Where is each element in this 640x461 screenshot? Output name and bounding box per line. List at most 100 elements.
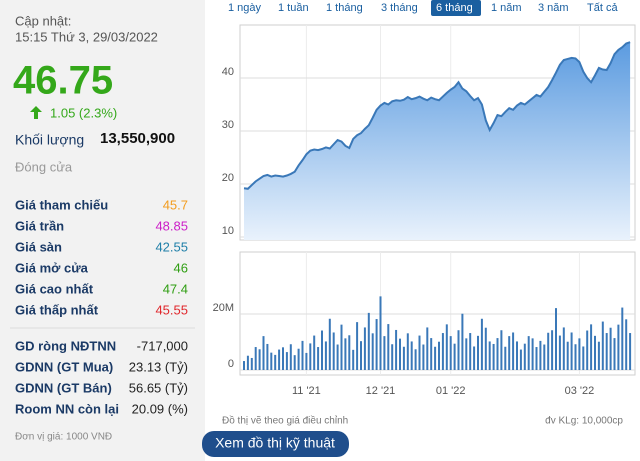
volume-bar (363, 327, 366, 370)
volume-bar (535, 347, 538, 370)
volume-bar (558, 335, 561, 370)
active-tab (431, 0, 481, 16)
volume-bar (504, 346, 507, 370)
volume-bar (258, 349, 261, 370)
volume-bar (578, 338, 581, 370)
volume-bar (562, 327, 565, 370)
volume-bar (387, 324, 390, 370)
range-tab[interactable]: 3 năm (538, 2, 569, 14)
volume-bar (399, 338, 401, 370)
volume-bar (270, 352, 273, 370)
volume-bar (586, 330, 589, 370)
volume-bar (289, 344, 292, 370)
volume-bar (352, 349, 355, 370)
volume-bar (344, 338, 347, 370)
volume-bar (484, 327, 487, 370)
volume-bar (496, 338, 499, 370)
stat-value: 46 (174, 260, 188, 275)
volume-bar (293, 355, 296, 370)
price: 46.75 (13, 59, 113, 103)
y-tick-label: 40 (222, 66, 234, 78)
volume-bar (278, 349, 281, 370)
volume-bar (566, 341, 569, 370)
x-tick-label: 12 '21 (366, 385, 396, 397)
volume-bar (601, 321, 604, 370)
volume-bar (348, 335, 351, 370)
volume-bar (371, 333, 374, 370)
unit-note: Đơn vị giá: 1000 VNĐ (15, 432, 112, 443)
range-tab[interactable]: 1 tuần (278, 2, 309, 14)
volume-bar (379, 296, 382, 370)
volume-bar (582, 346, 585, 370)
range-tab[interactable]: 1 ngày (228, 2, 262, 14)
chart-button[interactable] (202, 431, 349, 457)
volume-bar (309, 343, 312, 370)
volume-bar (531, 338, 534, 370)
foreign-value: 56.65 (Tỷ) (129, 380, 188, 395)
stat-label: Giá mở cửa (15, 260, 89, 275)
volume-bar (254, 347, 257, 370)
foreign-value: 20.09 (%) (132, 401, 188, 416)
volume-bar (356, 322, 359, 370)
volume-bar (500, 330, 503, 370)
foreign-value: -717,000 (137, 338, 188, 353)
volume-bar (449, 336, 452, 370)
range-tab[interactable]: Tất cả (587, 2, 618, 14)
stat-label: Giá cao nhất (15, 281, 94, 296)
volume-bar (480, 318, 483, 370)
updated-label: Cập nhật: (15, 13, 71, 28)
chart-button-label[interactable]: Xem đồ thị kỹ thuật (215, 435, 335, 451)
volume-bar (574, 344, 577, 370)
stat-value: 45.7 (163, 197, 188, 212)
range-tab[interactable]: 1 tháng (326, 2, 363, 14)
volume-bar (469, 333, 472, 370)
volume-bar (523, 343, 526, 370)
volume-bar (246, 355, 249, 370)
volume-value: 13,550,900 (100, 130, 175, 147)
volume-bar (629, 333, 632, 370)
foreign-label: GDNN (GT Mua) (15, 359, 113, 374)
stat-label: Giá trần (15, 218, 64, 233)
x-tick-label: 01 '22 (436, 385, 466, 397)
volume-bar (430, 338, 433, 370)
volume-bar (301, 340, 304, 370)
volume-bar (262, 336, 265, 370)
volume-bar (453, 343, 456, 370)
volume-bar (324, 341, 327, 370)
x-tick-label: 03 '22 (565, 385, 595, 397)
volume-bar (438, 341, 440, 370)
volume-bar (375, 319, 378, 370)
volume-bar (492, 343, 495, 370)
stat-value: 47.4 (163, 281, 188, 296)
range-tab[interactable]: 1 năm (491, 2, 522, 14)
stat-value: 48.85 (155, 218, 188, 233)
y-tick-label: 0 (228, 358, 234, 370)
volume-bar (547, 332, 550, 370)
stat-value: 45.55 (155, 302, 188, 317)
volume-bar (594, 335, 596, 370)
foreign-label: Room NN còn lại (15, 401, 119, 416)
foreign-label: GD ròng NĐTNN (15, 338, 116, 353)
adjusted-note: Đồ thị vẽ theo giá điều chỉnh (222, 415, 348, 427)
volume-bar (516, 341, 518, 370)
y-tick-label: 10 (222, 225, 234, 237)
volume-bar (477, 335, 479, 370)
volume-bar (617, 324, 620, 370)
foreign-value: 23.13 (Tỷ) (129, 359, 188, 374)
volume-bar (457, 330, 460, 370)
volume-bar (332, 332, 335, 370)
y-tick-label: 20M (213, 302, 234, 314)
range-tab[interactable]: 6 tháng (436, 2, 473, 14)
volume-bar (590, 324, 593, 370)
volume-bar (605, 333, 608, 370)
volume-bar (461, 313, 464, 370)
volume-bar (426, 327, 429, 370)
volume-bar (410, 341, 413, 370)
price-change: 1.05 (2.3%) (50, 105, 117, 120)
stat-value: 42.55 (155, 239, 188, 254)
volume-bar (519, 349, 522, 370)
volume-bar (328, 318, 331, 370)
volume-bar (434, 346, 437, 370)
range-tab[interactable]: 3 tháng (381, 2, 418, 14)
volume-bar (250, 357, 253, 370)
